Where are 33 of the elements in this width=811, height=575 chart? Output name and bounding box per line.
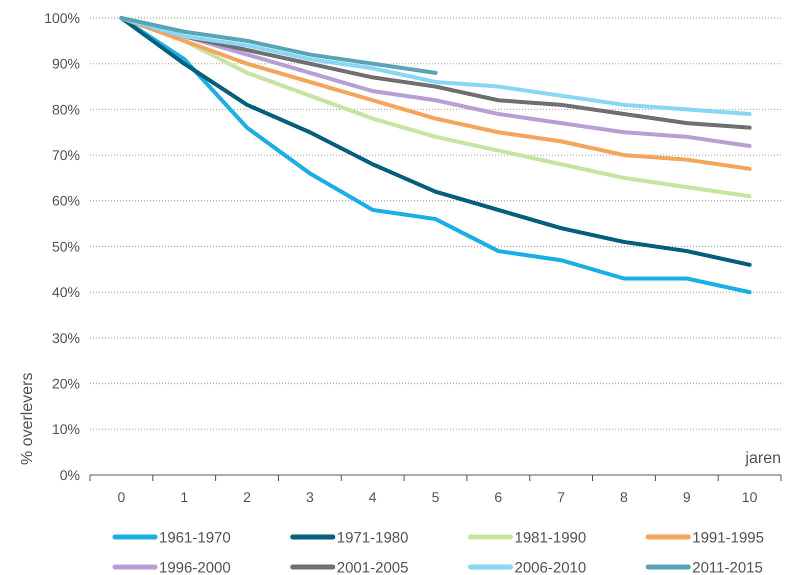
x-tick-label: 3 bbox=[306, 489, 314, 505]
y-tick-label: 50% bbox=[52, 238, 80, 254]
legend-label: 1996-2000 bbox=[159, 559, 231, 575]
x-tick-label: 4 bbox=[368, 489, 377, 505]
x-tick-label: 0 bbox=[118, 489, 126, 505]
legend-label: 2006-2010 bbox=[514, 559, 586, 575]
y-tick-label: 40% bbox=[52, 284, 80, 300]
line-series bbox=[119, 16, 438, 75]
x-tick-label: 5 bbox=[432, 489, 440, 505]
x-tick-label: 1 bbox=[180, 489, 188, 505]
legend-label: 1971-1980 bbox=[336, 529, 408, 546]
legend-label: 2011-2015 bbox=[692, 559, 763, 575]
x-tick-label: 8 bbox=[620, 489, 628, 505]
y-tick-label: 70% bbox=[52, 147, 80, 163]
x-tick-label: 7 bbox=[557, 489, 566, 505]
y-tick-label: 90% bbox=[52, 56, 80, 72]
x-tick-label: 10 bbox=[742, 489, 758, 505]
y-tick-label: 100% bbox=[44, 10, 80, 26]
y-axis-title: % overlevers bbox=[19, 372, 36, 465]
y-tick-label: 10% bbox=[52, 421, 80, 438]
y-tick-label: 80% bbox=[52, 101, 80, 118]
y-tick-label: 0% bbox=[60, 466, 80, 483]
y-tick-label: 30% bbox=[52, 330, 80, 346]
x-tick-label: 6 bbox=[494, 489, 502, 505]
x-tick-label: 9 bbox=[682, 489, 691, 505]
x-tick-label: 2 bbox=[243, 489, 252, 505]
x-axis-title: jaren bbox=[744, 450, 781, 467]
y-tick-label: 60% bbox=[52, 192, 80, 209]
legend-label: 1991-1995 bbox=[692, 529, 764, 546]
y-tick-label: 20% bbox=[52, 376, 80, 392]
legend-label: 1981-1990 bbox=[514, 529, 586, 546]
legend-label: 1961-1970 bbox=[159, 529, 231, 546]
legend-label: 2001-2005 bbox=[336, 559, 408, 575]
